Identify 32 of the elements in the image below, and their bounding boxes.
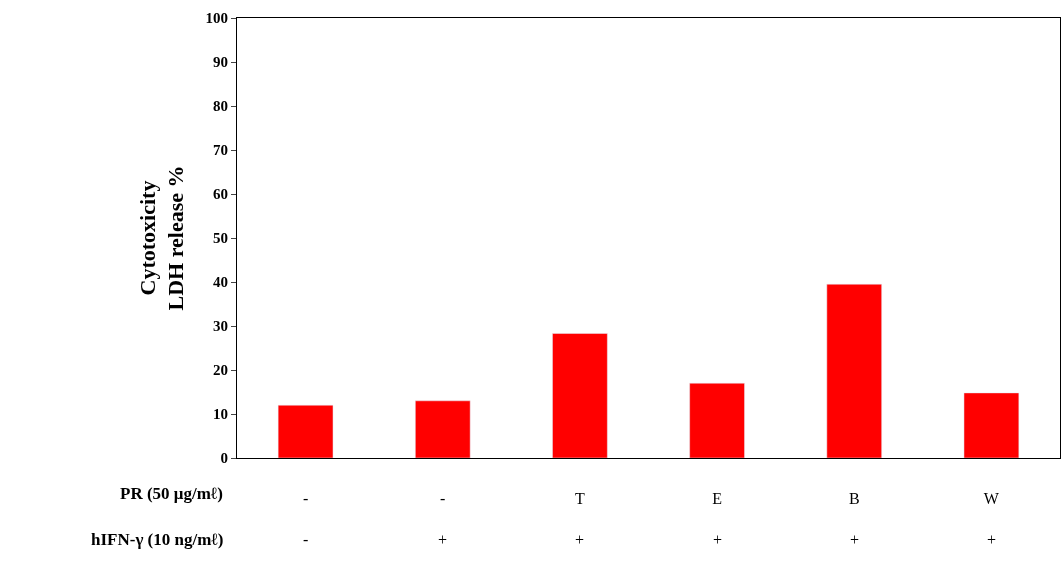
x-tick-label: E	[712, 490, 722, 508]
y-tick-label: 100	[205, 10, 228, 27]
bar	[963, 392, 1020, 458]
text: +	[575, 531, 585, 548]
text: +	[438, 531, 448, 548]
text: -	[303, 531, 309, 548]
y-tick-label: 50	[213, 230, 228, 247]
y-tick-label: 90	[213, 54, 228, 71]
text: PR (50 μg/mℓ)	[120, 484, 223, 503]
y-tick-label: 0	[220, 450, 228, 467]
y-tick-label: 80	[213, 98, 228, 115]
bar	[826, 283, 882, 458]
x-tick-label: B	[848, 490, 860, 508]
bar	[552, 333, 608, 458]
y-tick-label: 30	[213, 318, 228, 335]
y-axis-title: Cytotoxicity LDH release %	[134, 165, 189, 311]
x-tick-label: T	[575, 490, 586, 508]
y-tick-label: 10	[213, 406, 228, 423]
y-tick-label: 70	[213, 142, 228, 159]
bar	[689, 382, 745, 458]
text: hIFN-γ (10 ng/mℓ)	[91, 530, 224, 549]
y-tick-label: 60	[213, 186, 228, 203]
bar	[415, 400, 471, 458]
y-tick-label: 40	[213, 274, 228, 291]
x-tick-label: -	[302, 490, 309, 508]
text: +	[713, 531, 723, 548]
x-tick-label: -	[440, 490, 446, 508]
bar	[277, 404, 334, 458]
text: +	[850, 531, 860, 548]
text: +	[987, 531, 997, 548]
y-tick-label: 20	[213, 362, 228, 379]
x-tick-label: W	[983, 490, 1000, 508]
